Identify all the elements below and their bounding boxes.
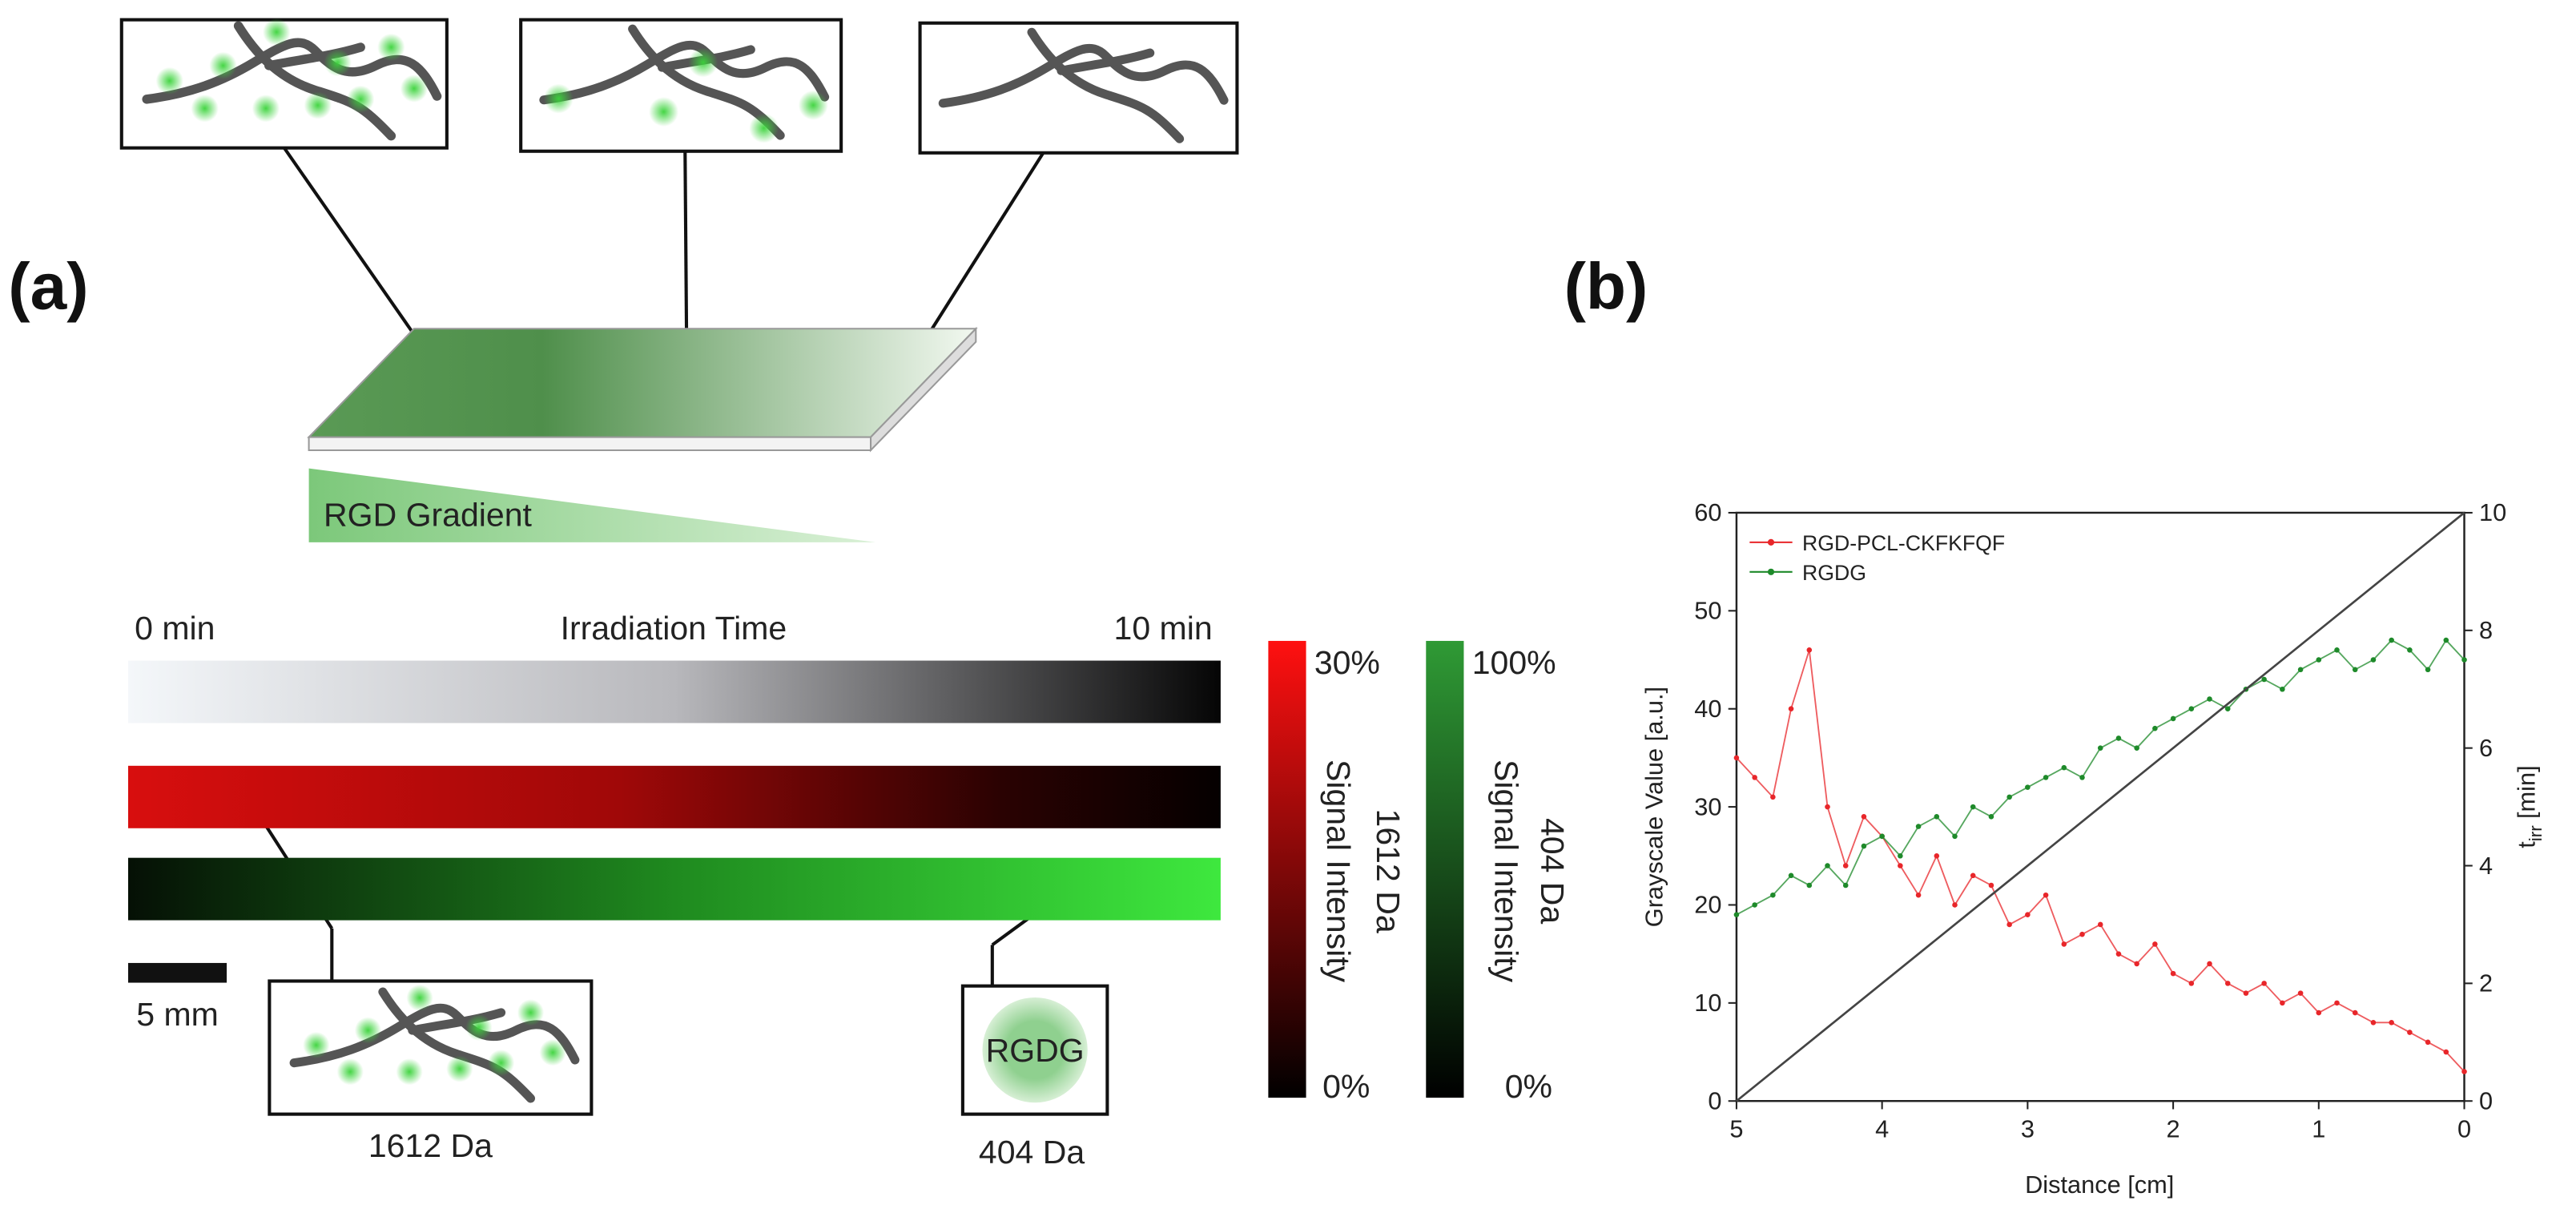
rgdg-label: RGDG <box>986 1032 1085 1069</box>
y-tick-label: 60 <box>1694 498 1721 526</box>
green-image <box>127 857 1221 921</box>
y-tick-label: 10 <box>1694 989 1721 1017</box>
zoom-box <box>268 979 1109 1116</box>
y2-title-part: irr <box>2526 825 2546 842</box>
x-tick-label: 0 <box>2457 1114 2471 1142</box>
data-line <box>1736 511 2465 1102</box>
y2-tick-label: 0 <box>2479 1086 2493 1114</box>
legend-label: RGD-PCL-CKFKFQF <box>1802 531 2005 555</box>
colorbar <box>1426 640 1464 1098</box>
legend-marker <box>1767 538 1775 546</box>
data-line <box>1733 647 2467 1074</box>
y2-title-part: [min] <box>2513 765 2541 819</box>
data-line <box>1733 637 2467 917</box>
x-tick-label: 5 <box>1729 1114 1743 1142</box>
y2-axis-title: tirr [min] <box>2513 765 2546 848</box>
colorbar-subtitle: Signal Intensity <box>1320 760 1357 983</box>
zoom-box <box>119 18 1239 155</box>
colorbar <box>1268 640 1306 1098</box>
mass-label: 1612 Da <box>368 1127 493 1164</box>
y-tick-label: 20 <box>1694 891 1721 919</box>
y-axis-title: Grayscale Value [a.u.] <box>1640 687 1668 927</box>
y-tick-label: 50 <box>1694 597 1721 625</box>
mass-label: 404 Da <box>979 1134 1085 1171</box>
x-axis-title: Distance [cm] <box>2025 1171 2174 1199</box>
substrate <box>307 326 978 542</box>
colorbar-min: 0% <box>1505 1068 1552 1105</box>
scale-label: 5 mm <box>136 996 219 1033</box>
time-title: Irradiation Time <box>561 610 787 647</box>
y2-tick-label: 4 <box>2479 852 2493 880</box>
y2-title-part: t <box>2513 841 2541 848</box>
x-tick-label: 4 <box>1875 1114 1889 1142</box>
colorbar-min: 0% <box>1322 1068 1370 1105</box>
colorbar-subtitle: Signal Intensity <box>1487 760 1524 983</box>
y-tick-label: 0 <box>1708 1086 1721 1114</box>
red-image <box>127 765 1221 828</box>
x-tick-label: 3 <box>2021 1114 2035 1142</box>
scale-bar <box>127 962 227 983</box>
gradient-label: RGD Gradient <box>324 496 532 533</box>
panel-label: (a) <box>8 251 88 324</box>
panel-label: (b) <box>1564 251 1648 324</box>
y2-tick-label: 8 <box>2479 616 2493 644</box>
y-tick-label: 30 <box>1694 792 1721 820</box>
legend-label: RGDG <box>1802 561 1866 585</box>
colorbar-max: 30% <box>1314 644 1380 681</box>
time-start: 0 min <box>135 610 215 647</box>
legend-marker <box>1767 568 1775 575</box>
irradiation-bar <box>127 660 1221 723</box>
colorbar-max: 100% <box>1472 644 1556 681</box>
colorbar-title: 1612 Da <box>1370 809 1407 933</box>
x-tick-label: 1 <box>2312 1114 2325 1142</box>
y2-tick-label: 6 <box>2479 734 2493 762</box>
time-end: 10 min <box>1114 610 1213 647</box>
y2-tick-label: 2 <box>2479 969 2493 997</box>
x-tick-label: 2 <box>2167 1114 2180 1142</box>
y-tick-label: 40 <box>1694 695 1721 723</box>
colorbar-title: 404 Da <box>1534 818 1571 924</box>
y2-tick-label: 10 <box>2479 498 2506 526</box>
